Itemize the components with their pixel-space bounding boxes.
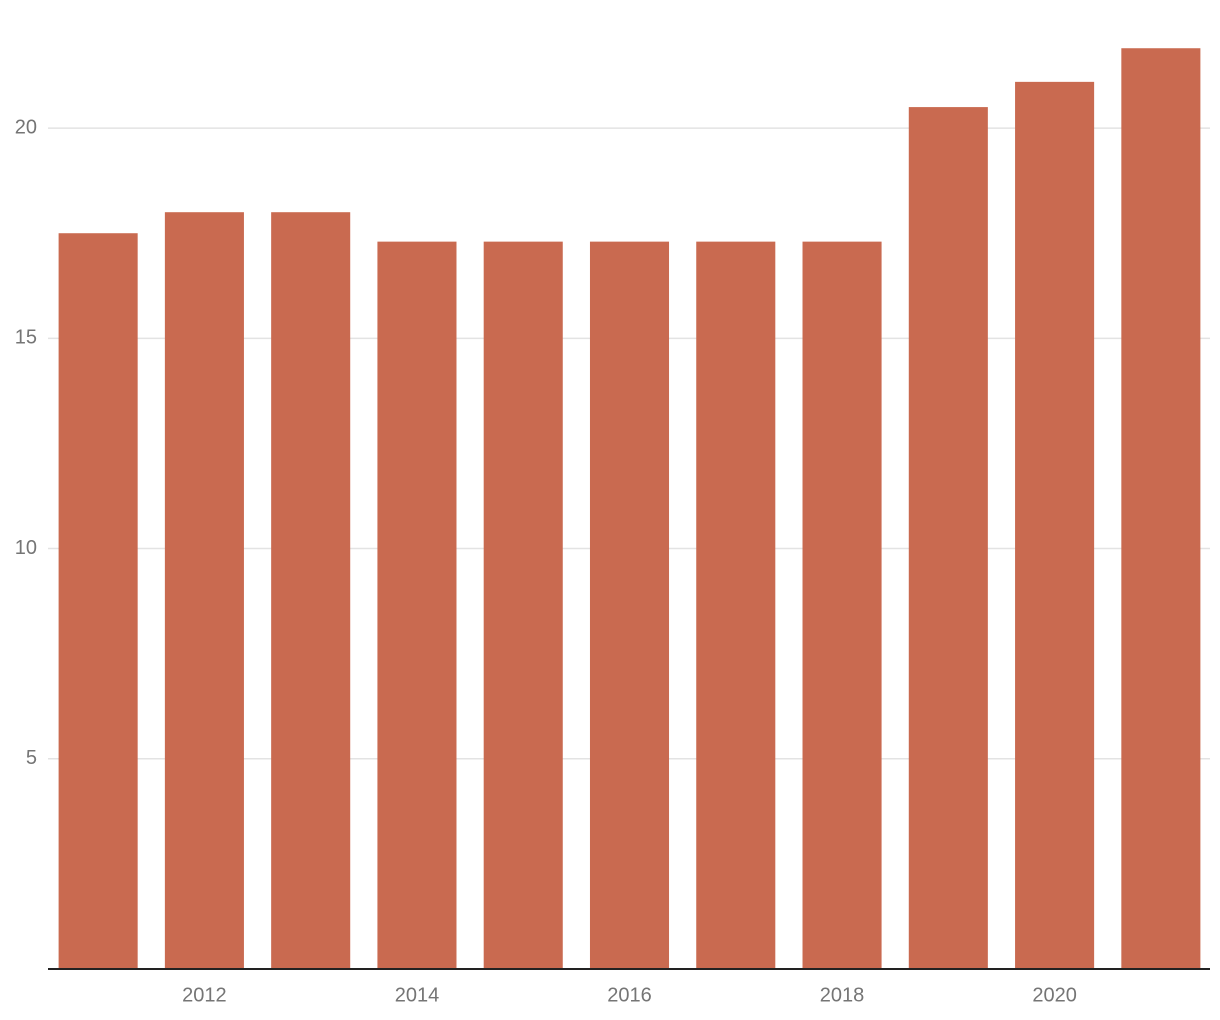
bar: [271, 212, 351, 969]
x-tick-label: 2014: [395, 984, 440, 1006]
bar: [58, 233, 138, 969]
bar: [1015, 81, 1095, 969]
x-tick-label: 2020: [1032, 984, 1077, 1006]
x-tick-label: 2012: [182, 984, 227, 1006]
y-tick-label: 15: [15, 327, 37, 349]
bar: [483, 241, 563, 969]
bar: [164, 212, 244, 969]
bar: [908, 107, 988, 970]
x-tick-label: 2016: [607, 984, 652, 1006]
bar: [1121, 48, 1201, 969]
bar: [802, 241, 882, 969]
bar: [589, 241, 670, 969]
y-tick-label: 5: [26, 747, 37, 769]
bar: [696, 241, 776, 969]
y-tick-label: 20: [15, 116, 37, 138]
x-tick-label: 2018: [820, 984, 865, 1006]
bar: [377, 241, 457, 969]
y-tick-label: 10: [15, 537, 37, 559]
